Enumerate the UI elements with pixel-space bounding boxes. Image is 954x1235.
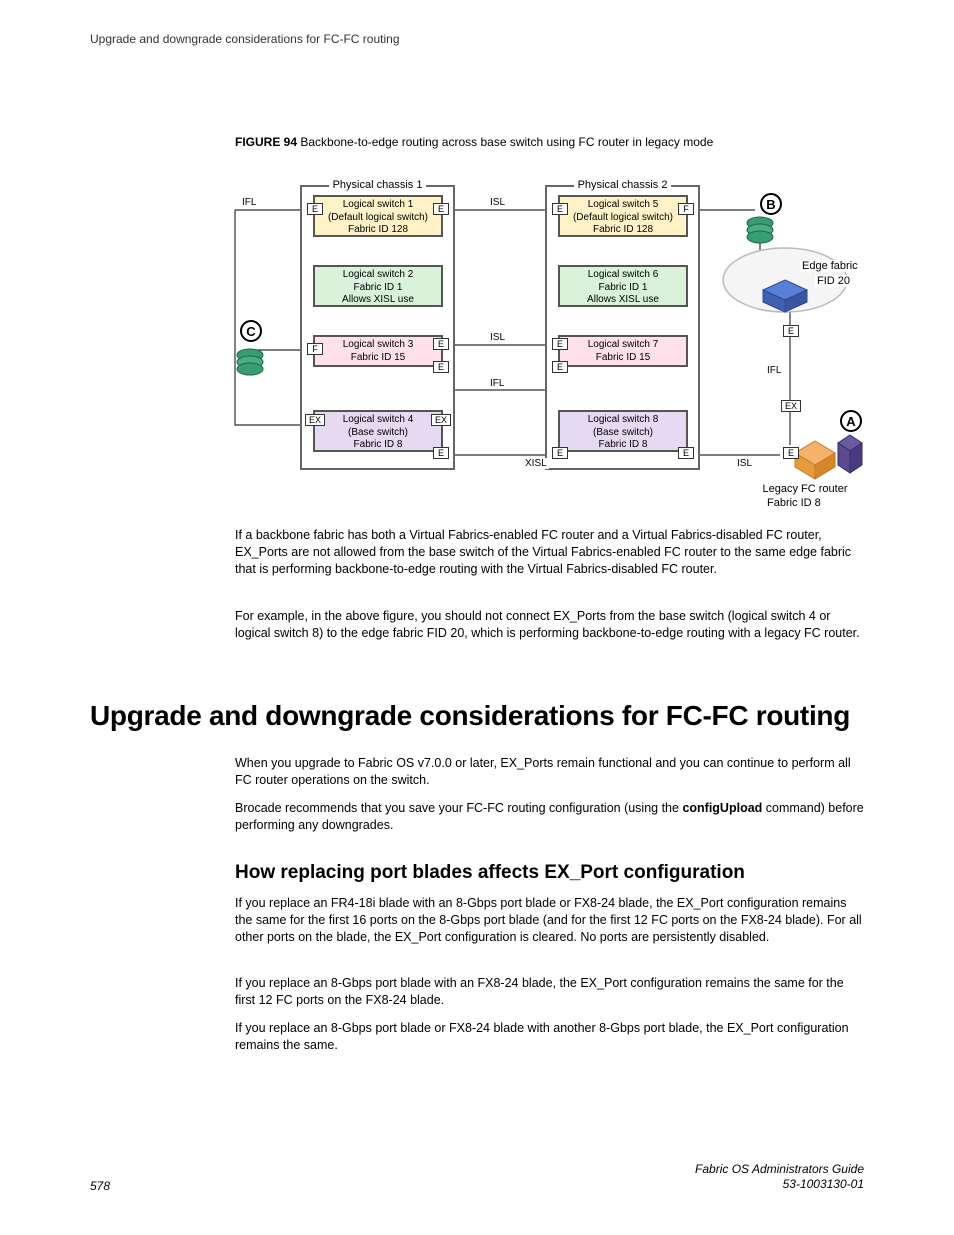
para-2: For example, in the above figure, you sh… — [235, 608, 865, 642]
circle-b: B — [760, 193, 782, 215]
footer-docnum: 53-1003130-01 — [695, 1177, 864, 1193]
footer-doc-info: Fabric OS Administrators Guide 53-100313… — [695, 1162, 864, 1193]
sw8-l2: (Base switch) — [560, 427, 686, 440]
sw1-l3: Fabric ID 128 — [315, 224, 441, 237]
chassis-2-label: Physical chassis 2 — [574, 179, 672, 191]
port-legacy-e: E — [783, 447, 799, 459]
sw6-l1: Logical switch 6 — [560, 269, 686, 282]
link-isl-1: ISL — [488, 197, 507, 208]
sw3-l1: Logical switch 3 — [315, 339, 441, 352]
figure-label: FIGURE 94 — [235, 135, 297, 149]
sw4-l1: Logical switch 4 — [315, 414, 441, 427]
stack-b-icon — [747, 217, 773, 243]
logical-switch-6: Logical switch 6 Fabric ID 1 Allows XISL… — [558, 265, 688, 307]
sw8-l3: Fabric ID 8 — [560, 439, 686, 452]
port-sw3-e-bottom: E — [433, 361, 449, 373]
link-isl-2: ISL — [488, 332, 507, 343]
para-4b: configUpload — [682, 801, 762, 815]
sw2-l1: Logical switch 2 — [315, 269, 441, 282]
stack-c-icon — [237, 349, 263, 375]
sw7-l2: Fabric ID 15 — [560, 352, 686, 365]
subsection-block: How replacing port blades affects EX_Por… — [235, 860, 865, 898]
port-sw5-f-right: F — [678, 203, 694, 215]
legacy-fid-label: Fabric ID 8 — [765, 497, 823, 509]
logical-switch-7: Logical switch 7 Fabric ID 15 — [558, 335, 688, 367]
sw4-l2: (Base switch) — [315, 427, 441, 440]
logical-switch-5: Logical switch 5 (Default logical switch… — [558, 195, 688, 237]
sw6-l2: Fabric ID 1 — [560, 282, 686, 295]
circle-a: A — [840, 410, 862, 432]
figure-diagram: Physical chassis 1 Physical chassis 2 Lo… — [225, 175, 865, 515]
sw6-l3: Allows XISL use — [560, 294, 686, 307]
footer-guide: Fabric OS Administrators Guide — [695, 1162, 864, 1178]
port-sw3-e-right: E — [433, 338, 449, 350]
port-sw1-e-left: E — [307, 203, 323, 215]
para-5: If you replace an FR4-18i blade with an … — [235, 895, 865, 946]
sw3-l2: Fabric ID 15 — [315, 352, 441, 365]
chassis-1-label: Physical chassis 1 — [329, 179, 427, 191]
port-sw8-e-left: E — [552, 447, 568, 459]
logical-switch-1: Logical switch 1 (Default logical switch… — [313, 195, 443, 237]
section-heading: Upgrade and downgrade considerations for… — [90, 700, 850, 732]
sw7-l1: Logical switch 7 — [560, 339, 686, 352]
port-sw8-e-right: E — [678, 447, 694, 459]
port-edge-e: E — [783, 325, 799, 337]
figure-caption-row: FIGURE 94 Backbone-to-edge routing acros… — [235, 135, 865, 161]
port-sw7-e-left: E — [552, 338, 568, 350]
port-sw4-e-bottom: E — [433, 447, 449, 459]
logical-switch-3: Logical switch 3 Fabric ID 15 — [313, 335, 443, 367]
sw5-l1: Logical switch 5 — [560, 199, 686, 212]
logical-switch-8: Logical switch 8 (Base switch) Fabric ID… — [558, 410, 688, 452]
sw1-l2: (Default logical switch) — [315, 212, 441, 225]
para-6: If you replace an 8-Gbps port blade with… — [235, 975, 865, 1009]
footer-page-number: 578 — [90, 1179, 110, 1193]
link-ifl-3: IFL — [765, 365, 783, 376]
page-header: Upgrade and downgrade considerations for… — [90, 32, 400, 46]
logical-switch-4: Logical switch 4 (Base switch) Fabric ID… — [313, 410, 443, 452]
port-sw1-e-right: E — [433, 203, 449, 215]
figure-caption-text: Backbone-to-edge routing across base swi… — [300, 135, 713, 149]
port-sw4-ex-right: EX — [431, 414, 451, 426]
link-ifl-2: IFL — [488, 378, 506, 389]
sw2-l2: Fabric ID 1 — [315, 282, 441, 295]
logical-switch-2: Logical switch 2 Fabric ID 1 Allows XISL… — [313, 265, 443, 307]
figure-caption: FIGURE 94 Backbone-to-edge routing acros… — [235, 135, 865, 149]
para-1: If a backbone fabric has both a Virtual … — [235, 527, 865, 578]
sw5-l2: (Default logical switch) — [560, 212, 686, 225]
para-7: If you replace an 8-Gbps port blade or F… — [235, 1020, 865, 1054]
link-isl-3: ISL — [735, 458, 754, 469]
sw8-l1: Logical switch 8 — [560, 414, 686, 427]
link-xisl: XISL — [523, 458, 549, 469]
port-sw4-ex-left: EX — [305, 414, 325, 426]
legacy-label: Legacy FC router — [745, 483, 865, 495]
sw4-l3: Fabric ID 8 — [315, 439, 441, 452]
sw2-l3: Allows XISL use — [315, 294, 441, 307]
link-ifl-1: IFL — [240, 197, 258, 208]
subsection-heading: How replacing port blades affects EX_Por… — [235, 860, 865, 886]
para-3: When you upgrade to Fabric OS v7.0.0 or … — [235, 755, 865, 789]
para-4: Brocade recommends that you save your FC… — [235, 800, 865, 834]
circle-c: C — [240, 320, 262, 342]
sw1-l1: Logical switch 1 — [315, 199, 441, 212]
port-sw3-f-left: F — [307, 343, 323, 355]
port-sw7-e-bottom: E — [552, 361, 568, 373]
port-sw5-e-left: E — [552, 203, 568, 215]
edge-fabric-label: Edge fabric — [800, 260, 860, 272]
fid20-label: FID 20 — [815, 275, 852, 287]
port-legacy-ex: EX — [781, 400, 801, 412]
para-4a: Brocade recommends that you save your FC… — [235, 801, 682, 815]
sw5-l3: Fabric ID 128 — [560, 224, 686, 237]
